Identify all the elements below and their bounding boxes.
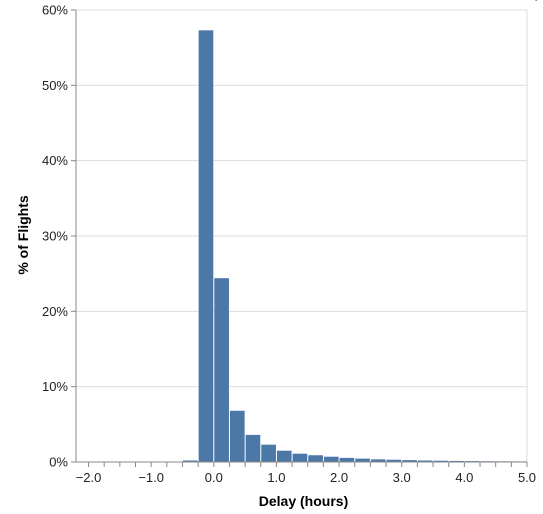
histogram-bar [182, 460, 198, 462]
y-axis-ticks: 0% 10% 20% 30% 40% 50% 60% [42, 3, 76, 470]
histogram-bar [308, 455, 323, 462]
y-tick-label: 40% [42, 153, 68, 168]
x-axis-ticks: −2.0 −1.0 0.0 1.0 2.0 3.0 4.0 5.0 [76, 462, 536, 485]
x-tick-label: 1.0 [267, 470, 285, 485]
x-tick-label: 3.0 [393, 470, 411, 485]
x-axis-title: Delay (hours) [259, 493, 348, 509]
histogram-bar [402, 460, 417, 462]
histogram-bar [339, 457, 355, 462]
y-tick-label: 60% [42, 3, 68, 18]
y-tick-label: 50% [42, 78, 68, 93]
x-tick-label: 2.0 [330, 470, 348, 485]
y-tick-label: 30% [42, 229, 68, 244]
y-tick-label: 0% [49, 455, 68, 470]
y-axis-title: % of Flights [15, 195, 31, 275]
histogram-bar [323, 456, 339, 462]
grid-lines [76, 9, 528, 462]
x-tick-label: 4.0 [455, 470, 473, 485]
histogram-bar [261, 444, 276, 462]
histogram-bar [214, 278, 229, 462]
x-tick-label: −2.0 [76, 470, 102, 485]
histogram-bar [276, 450, 292, 462]
x-tick-label: 0.0 [205, 470, 223, 485]
histogram-bar [386, 459, 402, 462]
histogram-bar [355, 458, 370, 462]
y-tick-label: 20% [42, 304, 68, 319]
x-tick-label: 5.0 [518, 470, 536, 485]
histogram-bar [245, 434, 261, 462]
histogram-bars [182, 30, 527, 463]
histogram-bar [433, 460, 449, 462]
histogram-bar [370, 459, 386, 462]
histogram-bar [198, 30, 214, 463]
x-tick-label: −1.0 [138, 470, 164, 485]
histogram-bar [229, 410, 245, 462]
y-tick-label: 10% [42, 379, 68, 394]
histogram-bar [417, 460, 433, 462]
histogram-bar [449, 460, 464, 462]
histogram-bar [292, 453, 308, 462]
